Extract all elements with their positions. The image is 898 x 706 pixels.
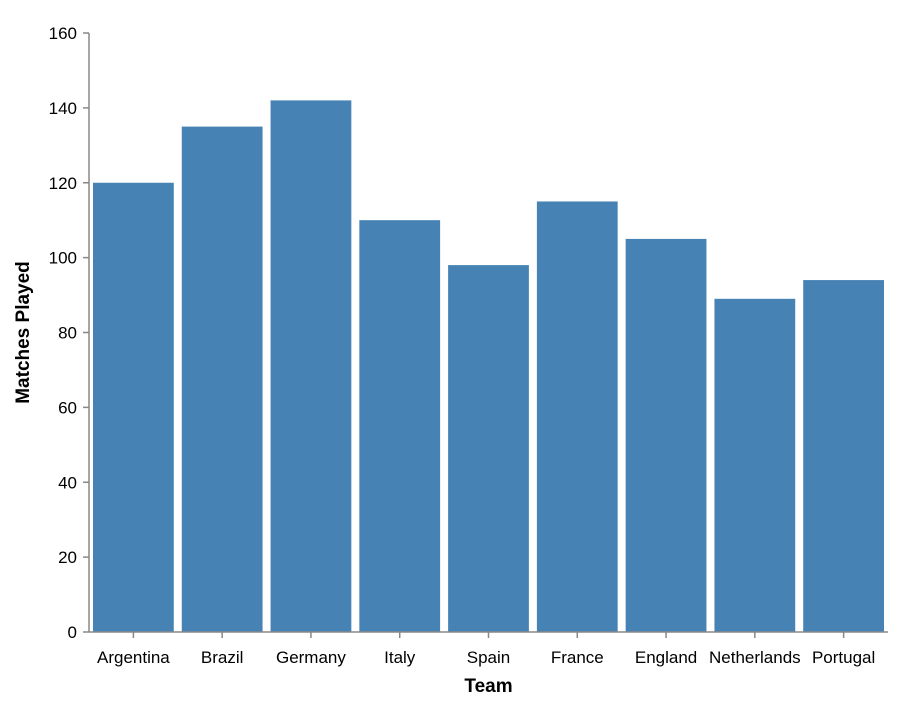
bar-italy [359, 220, 441, 632]
y-tick-label: 20 [58, 548, 77, 567]
y-tick-label: 160 [49, 24, 77, 43]
bars-group [93, 100, 884, 632]
y-axis: 0 20 40 60 80 100 120 140 160 [49, 24, 90, 642]
bar-netherlands [714, 298, 796, 632]
y-tick-label: 140 [49, 99, 77, 118]
y-axis-title: Matches Played [13, 261, 34, 404]
x-tick-label-netherlands: Netherlands [709, 648, 801, 667]
y-tick-label: 100 [49, 249, 77, 268]
y-tick-label: 40 [58, 473, 77, 492]
bar-portugal [803, 280, 884, 632]
bar-france [536, 201, 618, 632]
x-axis-title: Team [464, 676, 512, 697]
x-axis: Argentina Brazil Germany Italy Spain France En… [89, 631, 888, 667]
y-tick-label: 120 [49, 174, 77, 193]
y-tick-label: 80 [58, 324, 77, 343]
y-tick-label: 60 [58, 398, 77, 417]
x-tick-label-spain: Spain [467, 648, 510, 667]
bar-argentina [93, 182, 174, 632]
bar-england [625, 238, 707, 632]
x-tick-label-germany: Germany [276, 648, 346, 667]
x-tick-label-brazil: Brazil [201, 648, 244, 667]
x-tick-label-italy: Italy [384, 648, 416, 667]
x-tick-label-england: England [635, 648, 697, 667]
bar-germany [270, 100, 352, 632]
x-tick-label-france: France [551, 648, 604, 667]
x-tick-label-argentina: Argentina [97, 648, 170, 667]
y-tick-label: 0 [68, 623, 77, 642]
x-tick-label-portugal: Portugal [812, 648, 875, 667]
bar-brazil [181, 126, 263, 632]
bar-spain [448, 265, 529, 632]
